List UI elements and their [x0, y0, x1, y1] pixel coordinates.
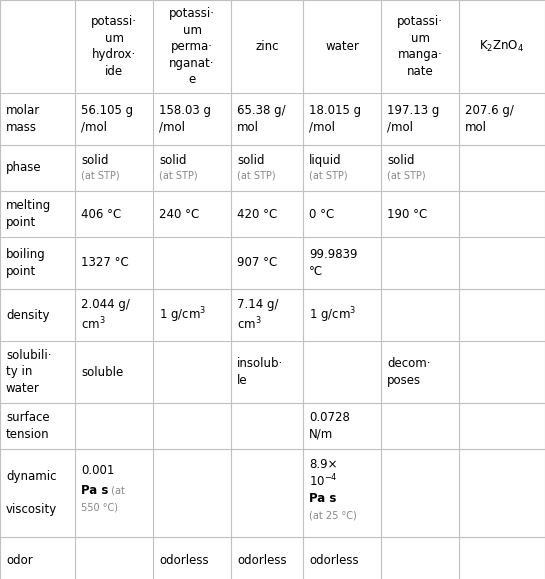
Text: 907 °C: 907 °C	[237, 256, 277, 269]
Text: 158.03 g
/mol: 158.03 g /mol	[159, 104, 211, 134]
Text: solid: solid	[237, 153, 264, 167]
Text: solid: solid	[387, 153, 415, 167]
Text: 406 °C: 406 °C	[81, 207, 121, 221]
Text: Pa s: Pa s	[309, 492, 336, 505]
Text: (at STP): (at STP)	[81, 171, 119, 181]
Text: odorless: odorless	[309, 554, 359, 566]
Text: potassi·
um
perma·
nganat·
e: potassi· um perma· nganat· e	[169, 7, 215, 86]
Text: melting
point: melting point	[6, 199, 51, 229]
Text: 56.105 g
/mol: 56.105 g /mol	[81, 104, 133, 134]
Text: solubili·
ty in
water: solubili· ty in water	[6, 349, 51, 395]
Text: (at 25 °C): (at 25 °C)	[309, 511, 357, 521]
Text: potassi·
um
manga·
nate: potassi· um manga· nate	[397, 15, 443, 78]
Text: 550 °C): 550 °C)	[81, 503, 118, 513]
Text: 18.015 g
/mol: 18.015 g /mol	[309, 104, 361, 134]
Text: (at STP): (at STP)	[237, 171, 276, 181]
Text: (at STP): (at STP)	[159, 171, 198, 181]
Text: 240 °C: 240 °C	[159, 207, 199, 221]
Text: odorless: odorless	[237, 554, 287, 566]
Text: insolub·
le: insolub· le	[237, 357, 283, 387]
Text: 1 g/cm$^3$: 1 g/cm$^3$	[159, 305, 206, 325]
Text: 99.9839
°C: 99.9839 °C	[309, 248, 358, 278]
Text: boiling
point: boiling point	[6, 248, 46, 278]
Text: 0.001: 0.001	[81, 464, 114, 478]
Text: 65.38 g/
mol: 65.38 g/ mol	[237, 104, 286, 134]
Text: 190 °C: 190 °C	[387, 207, 427, 221]
Text: molar
mass: molar mass	[6, 104, 40, 134]
Text: dynamic

viscosity: dynamic viscosity	[6, 470, 57, 516]
Text: 0 °C: 0 °C	[309, 207, 334, 221]
Text: water: water	[325, 40, 359, 53]
Text: potassi·
um
hydrox·
ide: potassi· um hydrox· ide	[91, 15, 137, 78]
Text: 8.9×: 8.9×	[309, 459, 337, 471]
Text: (at STP): (at STP)	[387, 171, 426, 181]
Text: 420 °C: 420 °C	[237, 207, 277, 221]
Text: density: density	[6, 309, 50, 321]
Text: zinc: zinc	[255, 40, 278, 53]
Text: odor: odor	[6, 554, 33, 566]
Text: K$_2$ZnO$_4$: K$_2$ZnO$_4$	[480, 39, 524, 54]
Text: 7.14 g/
cm$^3$: 7.14 g/ cm$^3$	[237, 298, 278, 332]
Text: 1327 °C: 1327 °C	[81, 256, 129, 269]
Text: solid: solid	[81, 153, 108, 167]
Text: decom·
poses: decom· poses	[387, 357, 431, 387]
Text: solid: solid	[159, 153, 186, 167]
Text: 207.6 g/
mol: 207.6 g/ mol	[465, 104, 514, 134]
Text: 2.044 g/
cm$^3$: 2.044 g/ cm$^3$	[81, 298, 130, 332]
Text: phase: phase	[6, 162, 41, 174]
Text: 0.0728
N/m: 0.0728 N/m	[309, 411, 350, 441]
Text: 10$^{-4}$: 10$^{-4}$	[309, 472, 338, 489]
Text: liquid: liquid	[309, 153, 342, 167]
Text: 197.13 g
/mol: 197.13 g /mol	[387, 104, 439, 134]
Text: Pa s: Pa s	[81, 484, 108, 497]
Text: soluble: soluble	[81, 365, 123, 379]
Text: surface
tension: surface tension	[6, 411, 50, 441]
Text: (at: (at	[108, 485, 125, 496]
Text: (at STP): (at STP)	[309, 171, 348, 181]
Text: odorless: odorless	[159, 554, 209, 566]
Text: 1 g/cm$^3$: 1 g/cm$^3$	[309, 305, 356, 325]
